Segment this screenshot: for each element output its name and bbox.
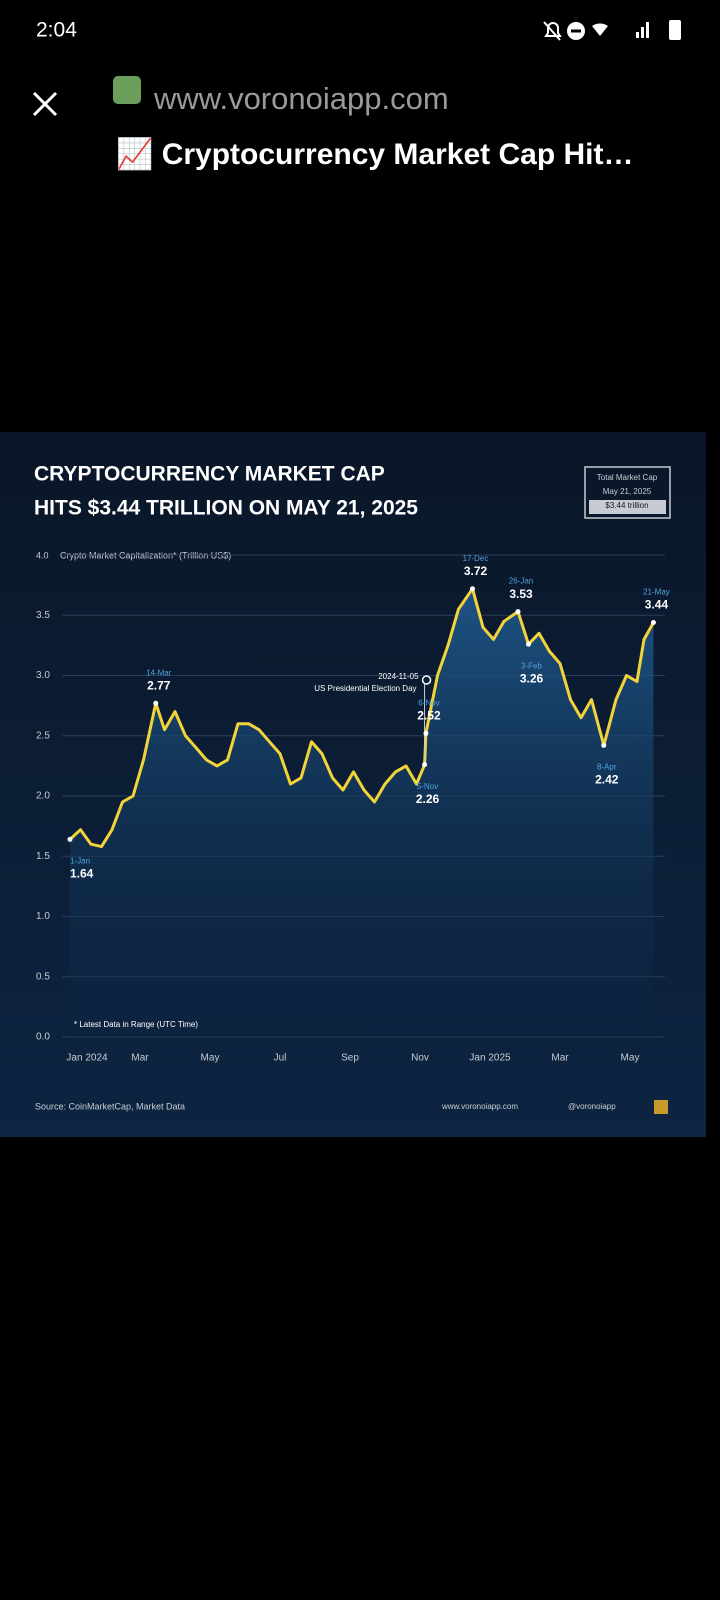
annotation-date: 14-Mar xyxy=(146,668,172,677)
annotation-point xyxy=(650,619,656,625)
y-tick-label: 0.0 xyxy=(36,1032,50,1043)
event-marker xyxy=(421,675,432,685)
footnote: * Latest Data in Range (UTC Time) xyxy=(74,1020,198,1029)
annotation-point xyxy=(153,700,159,706)
y-tick-label: 2.5 xyxy=(36,730,50,741)
x-tick-label: Mar xyxy=(551,1053,569,1064)
status-icons xyxy=(543,20,681,41)
annotation-value: 3.44 xyxy=(645,598,669,612)
site: www.voronoiapp.com xyxy=(441,1102,518,1111)
annotation-point xyxy=(470,586,475,592)
x-tick-label: Jan 2025 xyxy=(469,1053,511,1064)
event-date: 2024-11-05 xyxy=(378,672,419,681)
annotation-date: 8-Apr xyxy=(597,762,617,771)
legend-highlight xyxy=(589,500,666,514)
status-time: 2:04 xyxy=(36,19,77,42)
line xyxy=(68,587,655,849)
annotation-value: 3.53 xyxy=(509,587,533,601)
annotation-date: 3-Feb xyxy=(521,661,542,670)
handle: @voronoiapp xyxy=(568,1102,616,1111)
site-icon xyxy=(113,76,141,104)
y-tick-label: 3.0 xyxy=(36,670,50,681)
chart-title: CRYPTOCURRENCY MARKET CAP xyxy=(34,463,385,486)
logo xyxy=(654,1100,668,1114)
annotation-point xyxy=(526,641,531,647)
annotation-value: 2.77 xyxy=(147,678,171,692)
legend-text: Total Market Cap xyxy=(597,473,658,482)
annotation-point xyxy=(422,762,428,768)
y-tick-label: 4.0 xyxy=(36,550,49,560)
annotation-date: 17-Dec xyxy=(463,554,489,563)
annotation-date: 1-Jan xyxy=(70,856,90,865)
x-tick-label: May xyxy=(621,1053,640,1064)
legend-text: $3.44 trillion xyxy=(605,501,648,510)
annotation-point xyxy=(601,742,607,748)
chart-title: HITS $3.44 TRILLION ON MAY 21, 2025 xyxy=(34,497,418,520)
area-fill xyxy=(70,588,654,1037)
annotation-value: 2.26 xyxy=(416,792,440,806)
legend-text: May 21, 2025 xyxy=(603,487,652,496)
source: Source: CoinMarketCap, Market Data xyxy=(35,1101,185,1111)
annotation-value: 3.26 xyxy=(520,671,544,685)
annotation-value: 2.42 xyxy=(595,773,619,787)
legend-box xyxy=(584,466,671,519)
close-button[interactable] xyxy=(32,91,58,117)
annotation-point xyxy=(515,609,521,615)
annotation-point xyxy=(67,836,73,842)
y-tick-label: 2.0 xyxy=(36,791,50,802)
x-tick-label: May xyxy=(201,1053,220,1064)
x-tick-label: Mar xyxy=(131,1053,149,1064)
annotation-date: 21-May xyxy=(643,588,670,597)
x-tick-label: Nov xyxy=(411,1053,429,1064)
y-tick-label: 1.0 xyxy=(36,911,50,922)
annotation-value: 2.52 xyxy=(417,709,441,723)
y-tick-label: 1.5 xyxy=(36,851,50,862)
x-tick-label: Jan 2024 xyxy=(66,1053,108,1064)
url: www.voronoiapp.com xyxy=(153,81,449,116)
y-tick-label: 3.5 xyxy=(36,610,50,621)
annotation-value: 1.64 xyxy=(70,867,94,881)
annotation-value: 3.72 xyxy=(464,564,488,578)
annotation-date: 26-Jan xyxy=(509,577,533,586)
x-tick-label: Jul xyxy=(274,1053,287,1064)
event-label: US Presidential Election Day xyxy=(314,684,416,693)
annotation-date: 5-Nov xyxy=(417,782,438,791)
annotation-date: 6-Nov xyxy=(418,698,439,707)
page-title: 📈 Cryptocurrency Market Cap Hit… xyxy=(116,136,633,171)
x-tick-label: Sep xyxy=(341,1053,359,1064)
annotation-point xyxy=(423,730,429,736)
y-tick-label: 0.5 xyxy=(36,971,50,982)
